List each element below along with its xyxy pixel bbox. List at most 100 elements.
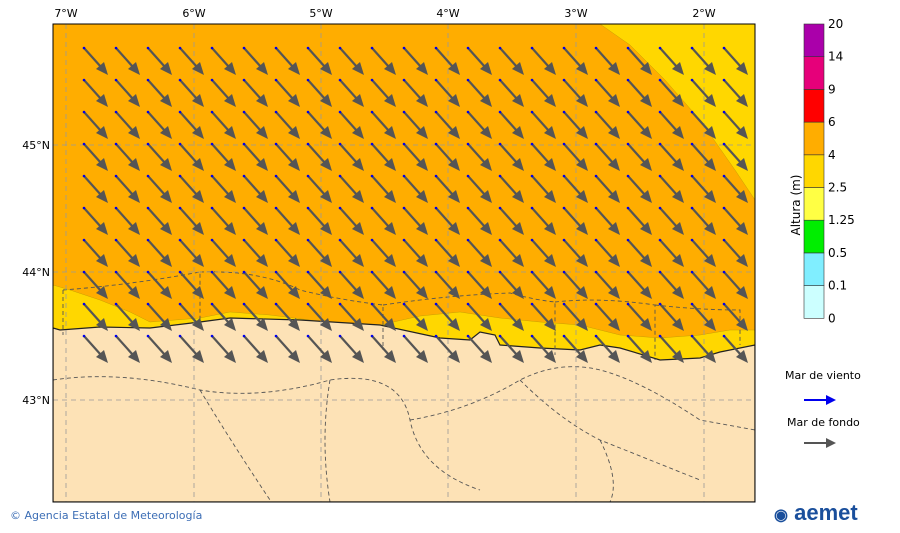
swell-arrow	[82, 110, 108, 139]
swell-arrow	[306, 78, 332, 107]
swell-arrow	[146, 46, 172, 75]
wind-sea-marker	[626, 302, 630, 306]
swell-arrow	[530, 206, 556, 235]
wind-sea-marker	[690, 78, 694, 82]
colorbar: 0 0.1 0.5 1.25 2.5 4 6 9 14 20	[803, 17, 855, 325]
wind-sea-marker	[466, 270, 470, 274]
wind-sea-marker	[626, 78, 630, 82]
swell-arrow	[274, 334, 300, 363]
swell-arrow	[338, 78, 364, 107]
swell-arrow	[210, 270, 236, 299]
wind-sea-marker	[338, 78, 342, 82]
wind-sea-marker	[146, 78, 150, 82]
wind-sea-marker	[690, 302, 694, 306]
wind-sea-marker	[530, 334, 534, 338]
wind-sea-marker	[658, 142, 662, 146]
swell-arrow	[82, 270, 108, 299]
wind-sea-marker	[210, 46, 214, 50]
colorbar-segment	[803, 285, 825, 319]
wind-sea-marker	[146, 238, 150, 242]
swell-arrow	[594, 270, 620, 299]
swell-arrow	[242, 270, 268, 299]
swell-arrow	[114, 46, 140, 75]
wind-sea-marker	[402, 174, 406, 178]
wind-sea-marker	[82, 46, 86, 50]
wind-sea-marker	[626, 174, 630, 178]
swell-arrow	[498, 206, 524, 235]
wind-sea-marker	[178, 270, 182, 274]
wind-sea-marker	[690, 238, 694, 242]
wind-sea-marker	[562, 78, 566, 82]
swell-arrow	[338, 46, 364, 75]
swell-arrow	[402, 110, 428, 139]
swell-arrow	[434, 142, 460, 171]
wind-sea-marker	[82, 110, 86, 114]
wind-sea-marker	[402, 334, 406, 338]
swell-arrow	[210, 206, 236, 235]
wind-sea-arrow-icon	[804, 395, 836, 405]
swell-arrow	[274, 110, 300, 139]
swell-arrow	[82, 334, 108, 363]
swell-arrow	[82, 78, 108, 107]
swell-arrow	[594, 302, 620, 331]
colorbar-tick: 0.5	[828, 246, 847, 260]
wind-sea-marker	[594, 206, 598, 210]
wind-sea-marker	[434, 142, 438, 146]
swell-arrow	[466, 110, 492, 139]
swell-arrow	[530, 334, 556, 363]
swell-arrow	[370, 302, 396, 331]
swell-arrow	[434, 110, 460, 139]
wind-sea-marker	[530, 78, 534, 82]
swell-arrow	[242, 46, 268, 75]
swell-arrow	[466, 174, 492, 203]
wind-sea-marker	[434, 78, 438, 82]
wind-sea-marker	[594, 334, 598, 338]
wind-sea-marker	[370, 46, 374, 50]
swell-arrow	[658, 334, 684, 363]
wind-sea-marker	[530, 302, 534, 306]
wind-sea-marker	[594, 270, 598, 274]
wind-sea-marker	[722, 334, 726, 338]
swell-arrow	[530, 46, 556, 75]
swell-arrow	[114, 238, 140, 267]
graticule	[53, 24, 755, 502]
footer-credit: © Agencia Estatal de Meteorología	[10, 509, 203, 522]
wind-sea-marker	[242, 206, 246, 210]
swell-arrow	[658, 270, 684, 299]
swell-arrow	[338, 174, 364, 203]
wind-sea-marker	[466, 302, 470, 306]
colorbar-segment	[803, 23, 825, 58]
wind-sea-marker	[242, 238, 246, 242]
wind-sea-marker	[658, 46, 662, 50]
swell-arrow	[658, 110, 684, 139]
swell-arrow	[274, 174, 300, 203]
swell-arrow	[594, 110, 620, 139]
swell-arrow	[690, 334, 716, 363]
colorbar-segment	[803, 121, 825, 156]
wind-sea-marker	[210, 78, 214, 82]
swell-arrow	[690, 302, 716, 331]
wind-sea-marker	[242, 270, 246, 274]
swell-arrow	[658, 174, 684, 203]
wind-sea-marker	[210, 142, 214, 146]
wind-sea-marker	[82, 238, 86, 242]
swell-label: Mar de fondo	[787, 416, 860, 429]
colorbar-segment	[803, 154, 825, 188]
swell-arrow	[274, 78, 300, 107]
wind-sea-marker	[466, 334, 470, 338]
wind-sea-marker	[562, 238, 566, 242]
swell-arrow	[626, 142, 652, 171]
wind-sea-marker	[498, 46, 502, 50]
swell-arrow	[722, 78, 748, 107]
swell-arrow	[690, 142, 716, 171]
swell-arrow	[210, 174, 236, 203]
swell-arrow	[242, 110, 268, 139]
wind-sea-marker	[722, 46, 726, 50]
swell-arrow	[402, 206, 428, 235]
wind-sea-marker	[530, 270, 534, 274]
swell-arrow	[434, 302, 460, 331]
swell-arrow	[146, 334, 172, 363]
swell-arrow	[626, 270, 652, 299]
wind-sea-marker	[722, 206, 726, 210]
wind-sea-marker	[370, 78, 374, 82]
